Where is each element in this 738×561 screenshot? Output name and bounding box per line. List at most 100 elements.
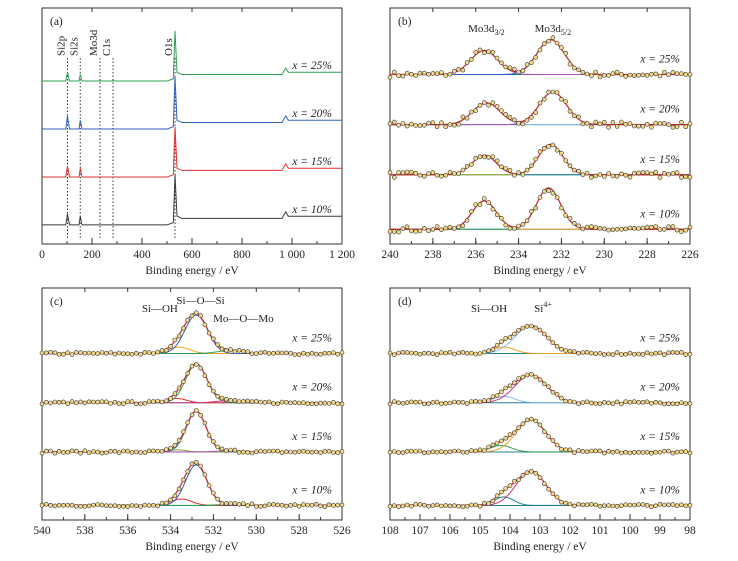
data-point (194, 362, 199, 367)
data-point (477, 202, 483, 207)
data-point (253, 449, 259, 455)
data-point (125, 351, 130, 357)
x-tick-label: 232 (553, 249, 571, 261)
x-tick-label: 98 (684, 525, 696, 537)
data-point (541, 97, 547, 102)
data-point (430, 400, 436, 405)
data-point (121, 401, 126, 407)
data-point (404, 400, 410, 406)
data-point (593, 448, 599, 454)
x-tick-label: 0 (39, 249, 45, 261)
data-point (262, 449, 268, 454)
data-point (112, 351, 118, 357)
data-point (464, 60, 470, 65)
data-point (537, 100, 543, 106)
data-point (335, 401, 341, 407)
data-point (451, 351, 457, 357)
data-point (529, 208, 534, 214)
data-point (275, 401, 281, 407)
data-point (396, 73, 401, 78)
data-point (687, 450, 693, 456)
data-point (554, 40, 560, 46)
data-point (606, 171, 611, 176)
data-point (232, 501, 238, 506)
data-point (563, 158, 569, 163)
data-point (520, 325, 526, 331)
data-point (219, 501, 225, 506)
data-point (387, 229, 393, 234)
data-point (283, 399, 289, 405)
data-point (674, 227, 680, 233)
data-point (266, 448, 272, 454)
data-point (159, 399, 165, 405)
data-point (623, 399, 629, 405)
data-point (537, 327, 543, 333)
data-point (687, 401, 693, 406)
data-point (670, 350, 676, 355)
data-point (331, 400, 336, 405)
data-point (245, 450, 250, 455)
data-point (627, 174, 633, 180)
x-axis-label: Binding energy / eV (493, 541, 587, 553)
data-point (95, 449, 100, 455)
data-point (108, 350, 113, 355)
data-point (185, 469, 190, 474)
data-point (400, 121, 406, 126)
data-point (670, 224, 676, 229)
data-point (546, 434, 551, 439)
data-point (292, 400, 298, 405)
data-point (322, 449, 328, 454)
data-point (576, 114, 581, 120)
data-point (683, 174, 689, 180)
data-point (451, 122, 457, 128)
data-point (524, 417, 530, 423)
data-point (464, 350, 470, 356)
data-point (460, 67, 466, 73)
data-point (219, 395, 225, 401)
data-point (339, 502, 345, 508)
data-point (516, 69, 521, 75)
data-point (417, 123, 423, 128)
data-point (396, 229, 401, 235)
data-point (404, 449, 410, 454)
data-point (520, 172, 526, 177)
data-point (481, 154, 487, 160)
data-point (653, 449, 659, 455)
data-point (490, 498, 496, 504)
data-point (627, 350, 633, 356)
data-point (91, 449, 96, 454)
series-label: x = 25% (291, 333, 332, 345)
data-point (451, 399, 457, 405)
data-point (451, 226, 457, 231)
data-point (563, 447, 569, 453)
data-point (610, 173, 616, 179)
data-point (494, 55, 500, 61)
data-point (584, 502, 590, 508)
data-point (176, 333, 182, 339)
data-point (443, 124, 449, 130)
data-point (546, 335, 551, 341)
data-point (236, 347, 242, 353)
data-point (520, 421, 526, 427)
data-point (653, 224, 659, 229)
data-point (584, 71, 590, 77)
data-point (456, 67, 461, 72)
data-point (674, 401, 680, 407)
data-point (563, 99, 569, 104)
data-point (78, 350, 83, 356)
x-tick-label: 238 (424, 249, 442, 261)
data-point (443, 172, 449, 178)
data-point (194, 310, 199, 316)
data-point (417, 399, 423, 405)
data-point (554, 494, 560, 500)
data-point (142, 350, 148, 355)
data-point (546, 486, 551, 492)
data-point (490, 207, 496, 212)
annotation-subscript: 3/2 (494, 28, 504, 37)
data-point (288, 400, 293, 406)
data-point (159, 448, 165, 454)
data-point (301, 448, 306, 454)
data-point (258, 504, 263, 509)
x-tick-label: 103 (531, 525, 549, 537)
data-point (78, 399, 83, 405)
